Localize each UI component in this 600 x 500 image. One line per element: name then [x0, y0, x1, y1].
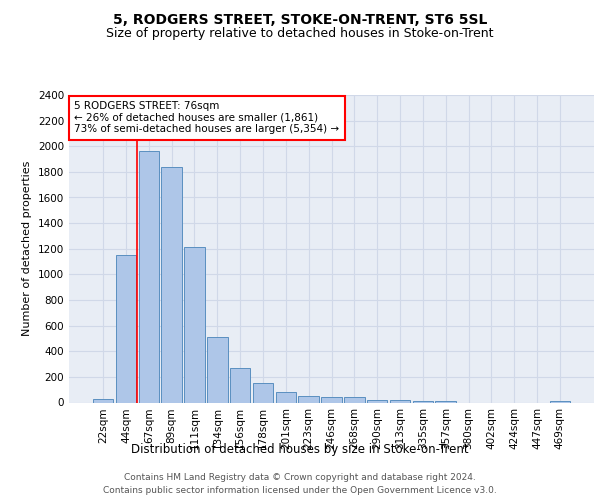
Bar: [184, 248, 205, 402]
Bar: [390, 400, 410, 402]
Text: Distribution of detached houses by size in Stoke-on-Trent: Distribution of detached houses by size …: [131, 442, 469, 456]
Bar: [253, 382, 273, 402]
Bar: [275, 392, 296, 402]
Y-axis label: Number of detached properties: Number of detached properties: [22, 161, 32, 336]
Bar: [413, 401, 433, 402]
Bar: [230, 368, 250, 402]
Bar: [298, 396, 319, 402]
Bar: [116, 255, 136, 402]
Text: Contains HM Land Registry data © Crown copyright and database right 2024.: Contains HM Land Registry data © Crown c…: [124, 472, 476, 482]
Bar: [436, 400, 456, 402]
Text: Contains public sector information licensed under the Open Government Licence v3: Contains public sector information licen…: [103, 486, 497, 495]
Text: 5, RODGERS STREET, STOKE-ON-TRENT, ST6 5SL: 5, RODGERS STREET, STOKE-ON-TRENT, ST6 5…: [113, 12, 487, 26]
Bar: [161, 167, 182, 402]
Bar: [367, 400, 388, 402]
Text: Size of property relative to detached houses in Stoke-on-Trent: Size of property relative to detached ho…: [106, 28, 494, 40]
Bar: [344, 398, 365, 402]
Bar: [207, 337, 227, 402]
Text: 5 RODGERS STREET: 76sqm
← 26% of detached houses are smaller (1,861)
73% of semi: 5 RODGERS STREET: 76sqm ← 26% of detache…: [74, 101, 340, 134]
Bar: [139, 152, 159, 402]
Bar: [93, 398, 113, 402]
Bar: [321, 396, 342, 402]
Bar: [550, 400, 570, 402]
